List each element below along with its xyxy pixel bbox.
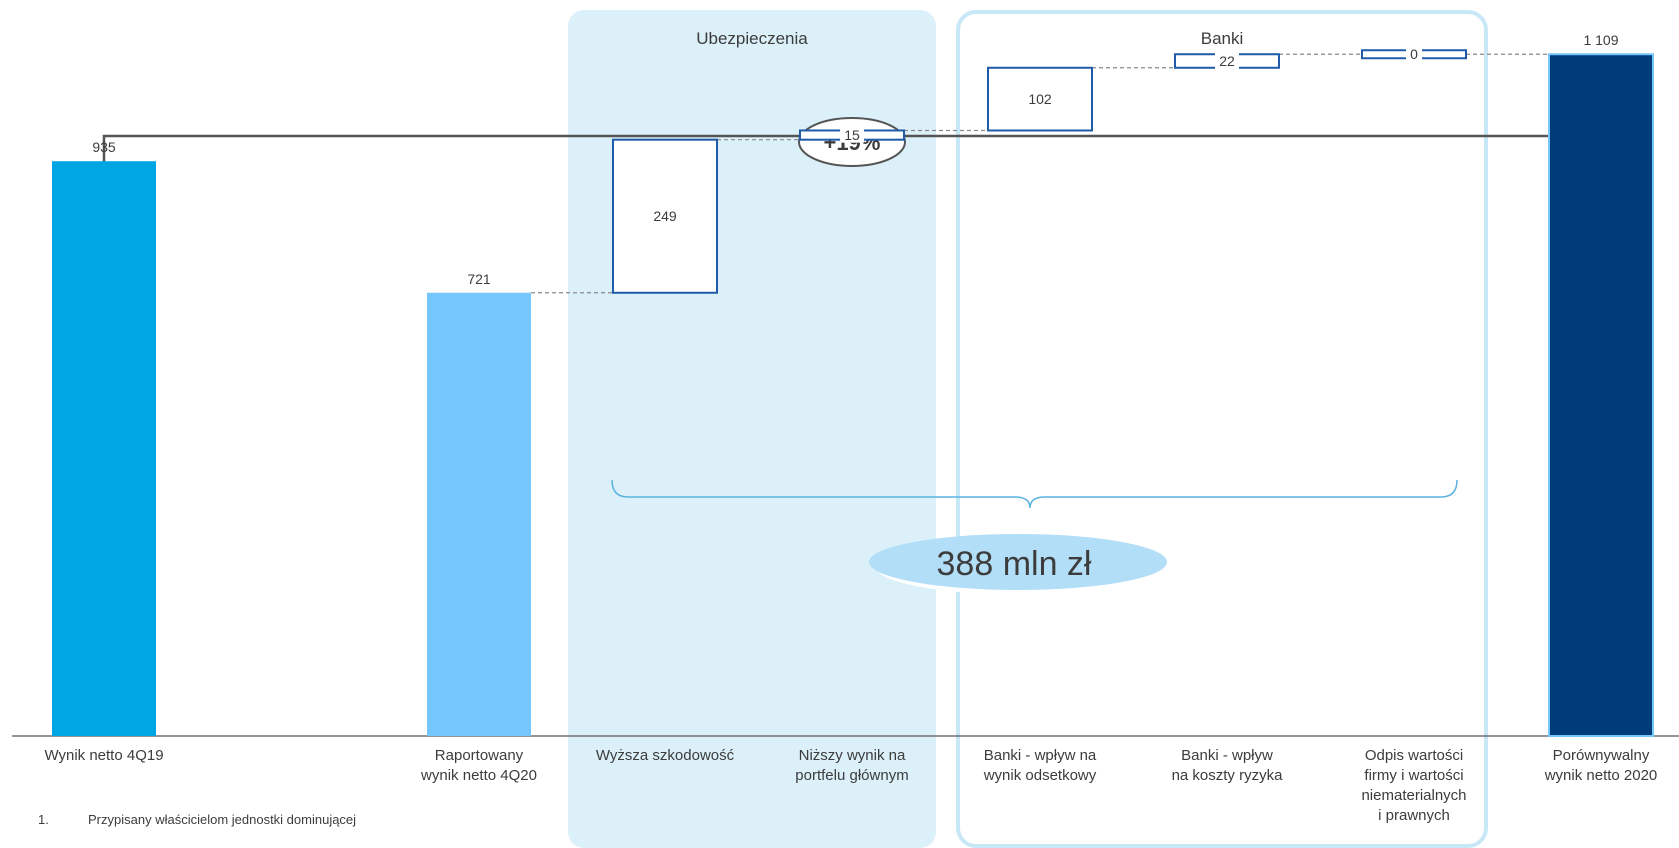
value-label-step-5: 102 (1028, 91, 1052, 107)
category-label-step-5-line-1: Banki - wpływ na (984, 747, 1097, 764)
footnote-text: Przypisany właścicielom jednostki dominu… (88, 812, 356, 827)
category-label-step-7-line-4: i prawnych (1378, 807, 1450, 824)
connector-lines (531, 53, 1549, 294)
delta-box-step-5 (987, 66, 1093, 132)
category-label-step-3-line-1: Wyższa szkodowość (596, 747, 735, 764)
category-label-step-5-line-2: wynik odsetkowy (983, 767, 1097, 784)
banks-section-panel (956, 10, 1488, 848)
value-labels: 935 721 249 15 102 22 0 1 109 (92, 32, 1618, 287)
insurance-section-label: Ubezpieczenia (696, 29, 808, 48)
category-label-step-2-line-1: Raportowany (435, 747, 524, 764)
category-label-step-7-line-1: Odpis wartości (1365, 747, 1463, 764)
value-label-step-7: 0 (1410, 46, 1418, 62)
bar-step-8 (1548, 53, 1654, 737)
value-label-step-8: 1 109 (1583, 32, 1618, 48)
total-label: 388 mln zł (937, 545, 1092, 583)
category-label-step-7-line-2: firmy i wartości (1364, 767, 1463, 784)
value-label-bg-step-4 (840, 127, 864, 143)
banks-section-label: Banki (1201, 29, 1244, 48)
category-label-step-7-line-3: niematerialnych (1361, 787, 1466, 804)
footnote-number: 1. (38, 812, 49, 827)
category-label-step-1-line-1: Wynik netto 4Q19 (44, 747, 163, 764)
category-label-step-4-line-2: portfelu głównym (795, 767, 908, 784)
category-label-step-6-line-1: Banki - wpływ (1181, 747, 1273, 764)
total-ellipse (869, 534, 1167, 590)
delta-box-step-3 (612, 138, 718, 294)
value-label-step-6: 22 (1219, 53, 1235, 69)
category-label-step-2-line-2: wynik netto 4Q20 (420, 767, 537, 784)
value-label-step-2: 721 (467, 271, 491, 287)
category-label-step-6-line-2: na koszty ryzyka (1172, 767, 1284, 784)
category-label-step-8-line-1: Porównywalny (1553, 747, 1650, 764)
category-labels: Wynik netto 4Q19 Raportowany wynik netto 4… (44, 747, 1657, 824)
bar-step-1 (52, 161, 156, 736)
value-label-bg-step-6 (1215, 51, 1239, 71)
value-label-step-3: 249 (653, 208, 677, 224)
category-label-step-8-line-2: wynik netto 2020 (1544, 767, 1658, 784)
value-label-step-1: 935 (92, 139, 116, 155)
value-label-step-4: 15 (844, 127, 860, 143)
category-label-step-4-line-1: Niższy wynik na (799, 747, 906, 764)
bars-group (52, 49, 1654, 737)
bar-step-2 (427, 292, 531, 736)
value-label-bg-step-7 (1406, 47, 1422, 62)
bracket-brace (611, 479, 1458, 509)
